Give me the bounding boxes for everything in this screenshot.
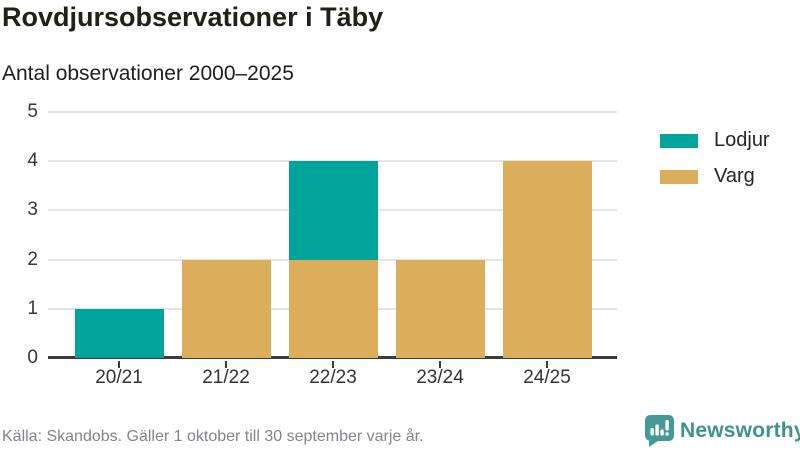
y-tick-label: 2 — [27, 248, 38, 270]
x-tick — [225, 361, 227, 368]
x-tick — [118, 361, 120, 368]
source-note: Källa: Skandobs. Gäller 1 oktober till 3… — [2, 428, 424, 445]
legend-item-varg: Varg — [660, 165, 770, 188]
legend-swatch-varg — [660, 169, 698, 184]
newsworthy-logo-icon — [645, 415, 674, 447]
x-tick-label: 23/24 — [416, 367, 464, 388]
chart-subtitle: Antal observationer 2000–2025 — [2, 62, 294, 85]
bar-segment-varg-23-24 — [395, 259, 485, 358]
legend-swatch-lodjur — [660, 133, 698, 148]
brand-name: Newsworthy — [680, 419, 800, 442]
y-tick-label: 4 — [27, 150, 38, 172]
bar-segment-lodjur-22-23 — [288, 161, 378, 260]
x-tick — [332, 361, 334, 368]
gridline — [48, 160, 617, 163]
plot-area — [48, 111, 617, 368]
x-tick-label: 22/23 — [309, 367, 357, 388]
y-tick-label: 1 — [27, 297, 38, 319]
x-tick — [439, 361, 441, 368]
newsworthy-logo[interactable]: Newsworthy — [645, 415, 800, 447]
x-tick-label: 24/25 — [523, 367, 571, 388]
legend-item-lodjur: Lodjur — [660, 129, 770, 152]
x-tick-label: 21/22 — [202, 367, 250, 388]
page-title: Rovdjursobservationer i Täby — [2, 2, 384, 32]
y-tick-label: 3 — [27, 199, 38, 221]
x-tick-label: 20/21 — [95, 367, 143, 388]
x-tick — [546, 361, 548, 368]
gridline — [48, 111, 617, 113]
bar-segment-varg-24-25 — [502, 161, 592, 358]
y-axis-labels: 0 1 2 3 4 5 — [0, 101, 38, 368]
bar-segment-varg-21-22 — [181, 259, 271, 358]
legend: Lodjur Varg — [660, 129, 770, 201]
bar-segment-varg-22-23 — [288, 259, 378, 358]
legend-label-lodjur: Lodjur — [714, 129, 770, 151]
x-axis-labels: 20/21 21/22 22/23 23/24 24/25 — [48, 367, 617, 393]
y-tick-label: 0 — [27, 347, 38, 368]
bar-segment-lodjur-20-21 — [74, 308, 164, 358]
legend-label-varg: Varg — [714, 165, 755, 187]
y-tick-label: 5 — [27, 101, 38, 122]
